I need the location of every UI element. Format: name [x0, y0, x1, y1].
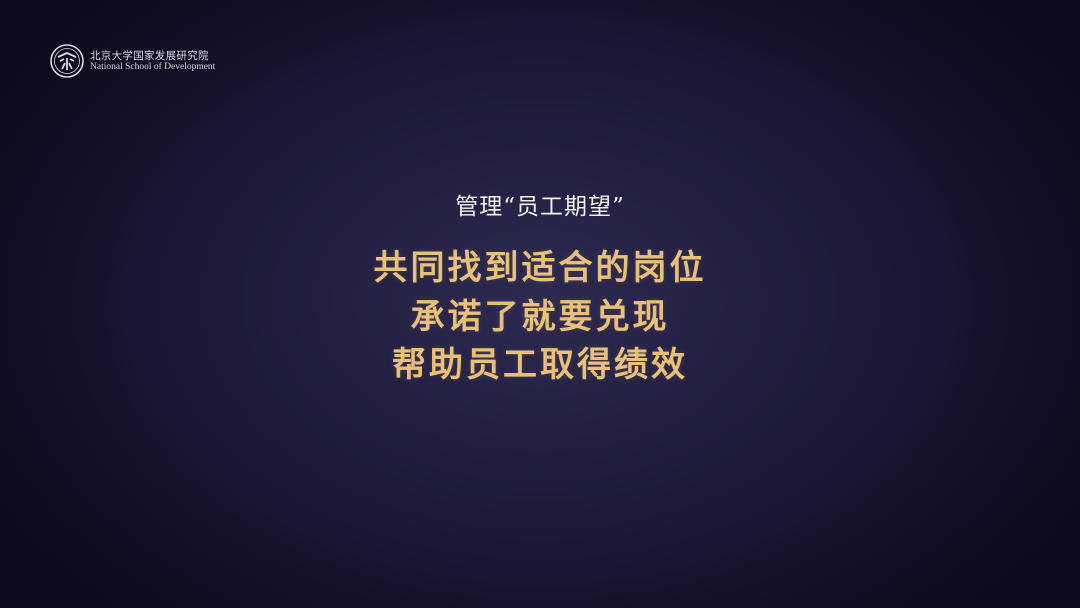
logo-text: 北京大学国家发展研究院 National School of Developme…: [90, 50, 215, 73]
slide-line-1: 共同找到适合的岗位: [373, 248, 707, 288]
logo-name-cn: 北京大学国家发展研究院: [90, 49, 209, 62]
logo-name-en: National School of Development: [90, 61, 216, 72]
slide-subtitle: 管理“员工期望”: [455, 194, 625, 220]
slide-line-2: 承诺了就要兑现: [410, 297, 670, 337]
slide-line-3: 帮助员工取得绩效: [392, 345, 688, 385]
institution-logo: 北京大学国家发展研究院 National School of Developme…: [50, 44, 215, 78]
pku-seal-icon: [50, 44, 84, 78]
